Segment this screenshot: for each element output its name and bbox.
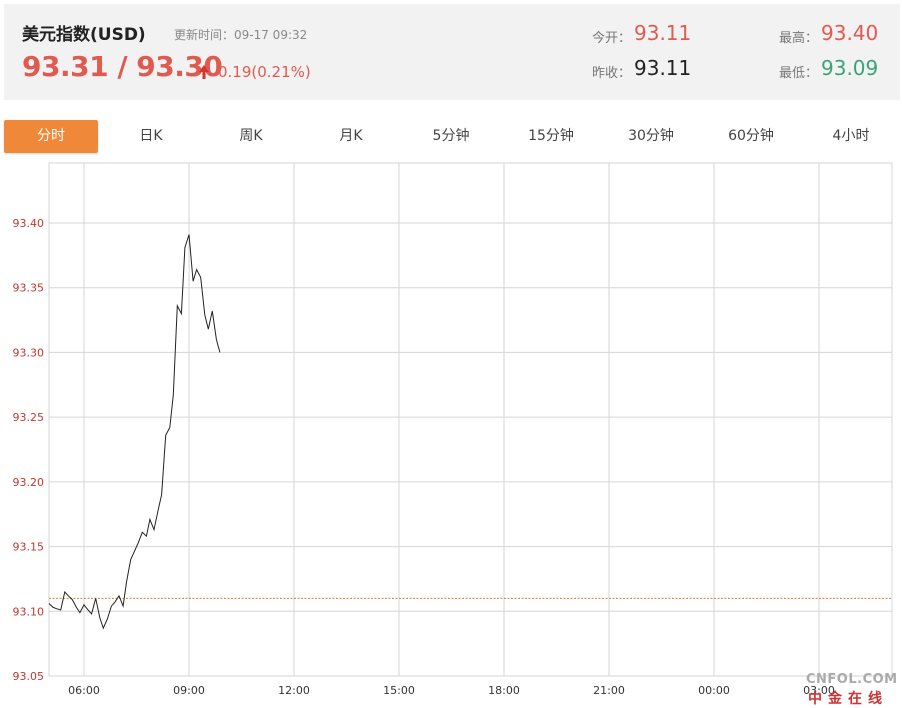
- watermark-bottom: 中金在线: [808, 691, 888, 707]
- instrument-title: 美元指数(USD): [22, 25, 146, 45]
- y-tick-label: 93.05: [13, 670, 45, 683]
- intraday-chart: 93.40 93.35 93.30 93.25 93.20 93.15 93.10 93.05…: [13, 162, 893, 697]
- x-tick-label: 03:00: [803, 684, 835, 697]
- tab-daily-k[interactable]: 日K: [139, 128, 163, 144]
- update-time: 更新时间：09-17 09:32: [174, 28, 308, 42]
- price-change: 0.19(0.21%): [218, 63, 311, 81]
- y-tick-label: 93.40: [13, 217, 45, 230]
- price-line: [48, 234, 221, 630]
- y-tick-label: 93.20: [13, 476, 45, 489]
- cnfol-logo: CNFOL.COM 中金在线: [806, 672, 900, 707]
- tab-4hour[interactable]: 4小时: [832, 128, 870, 144]
- current-price: 93.31 / 93.30: [22, 50, 223, 83]
- x-tick-label: 06:00: [68, 684, 100, 697]
- tab-60min[interactable]: 60分钟: [728, 128, 774, 144]
- y-tick-label: 93.30: [13, 346, 45, 359]
- prev-close-label: 昨收：: [592, 66, 632, 81]
- x-tick-label: 21:00: [593, 684, 625, 697]
- watermark-top: CNFOL.COM: [806, 672, 898, 687]
- open-label: 今开：: [592, 31, 632, 46]
- y-tick-label: 93.25: [13, 411, 45, 424]
- tab-5min[interactable]: 5分钟: [432, 128, 470, 144]
- tab-monthly-k[interactable]: 月K: [339, 128, 363, 144]
- prev-close-value: 93.11: [634, 56, 692, 80]
- x-tick-label: 00:00: [698, 684, 730, 697]
- tab-weekly-k[interactable]: 周K: [239, 128, 263, 144]
- y-tick-label: 93.10: [13, 605, 45, 618]
- tab-15min[interactable]: 15分钟: [528, 128, 574, 144]
- quote-header: 美元指数(USD) 更新时间：09-17 09:32 93.31 / 93.30…: [4, 4, 900, 100]
- x-tick-label: 12:00: [278, 684, 310, 697]
- tab-intraday[interactable]: 分时: [4, 120, 98, 153]
- period-tabs: 分时 日K 周K 月K 5分钟 15分钟 30分钟 60分钟 4小时: [4, 120, 900, 154]
- open-value: 93.11: [634, 21, 692, 45]
- high-label: 最高：: [779, 31, 819, 46]
- x-tick-label: 18:00: [488, 684, 520, 697]
- up-arrow-icon: [199, 65, 209, 79]
- low-label: 最低：: [779, 66, 819, 81]
- high-value: 93.40: [821, 21, 879, 45]
- x-tick-label: 15:00: [383, 684, 415, 697]
- tab-30min[interactable]: 30分钟: [628, 128, 674, 144]
- plot-frame: [48, 162, 893, 677]
- low-value: 93.09: [821, 56, 879, 80]
- y-tick-label: 93.35: [13, 282, 45, 295]
- x-tick-label: 09:00: [173, 684, 205, 697]
- y-tick-label: 93.15: [13, 541, 45, 554]
